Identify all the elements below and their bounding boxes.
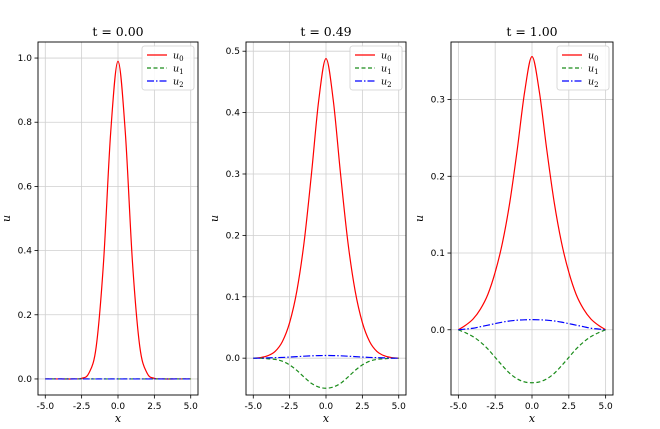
legend-box	[349, 45, 403, 91]
subplot-1: -5.0 -2.5 0.0 2.5 5.0 0.0 0.2 0.4 0.6 0.8 1.0 t = 0…	[0, 24, 199, 425]
subplot-2: -5.0 -2.5 0.0 2.5 5.0 0.0 0.1 0.2 0.3 0.4 0.5 t = 0…	[208, 24, 407, 425]
legend-label-u1: u1	[381, 64, 392, 77]
x-tick-label: 2.5	[147, 402, 161, 412]
x-tick-label: -2.5	[73, 402, 91, 412]
legend-label-u2: u2	[173, 77, 184, 90]
y-tick-label: 0.2	[226, 231, 240, 241]
series-group	[253, 57, 399, 389]
x-tick-label: 5.0	[392, 402, 407, 412]
y-tick-label: 0.2	[18, 311, 32, 321]
x-tick-label: -5.0	[244, 402, 262, 412]
series-group	[458, 55, 606, 384]
series-line-u1	[253, 357, 399, 389]
x-tick-label: 0.0	[111, 402, 126, 412]
y-tick-label: 1.0	[18, 54, 33, 64]
y-axis-label: u	[413, 215, 426, 222]
x-tick-label: -5.0	[36, 402, 54, 412]
legend-label-u2: u2	[381, 77, 392, 90]
y-tick-label: 0.3	[431, 96, 445, 106]
y-tick-label: 0.4	[18, 247, 33, 257]
x-tick-label: -5.0	[450, 402, 468, 412]
x-tick-label: 2.5	[562, 402, 576, 412]
subplot-title: t = 1.00	[506, 24, 557, 39]
legend-label-u2: u2	[588, 77, 599, 90]
x-axis-label: x	[323, 412, 330, 425]
series-line-u0	[253, 57, 399, 359]
y-tick-label: 0.0	[18, 375, 33, 385]
legend-label-u0: u0	[173, 51, 184, 64]
y-tick-label: 0.5	[226, 47, 240, 57]
x-tick-label: 0.0	[525, 402, 540, 412]
y-tick-label: 0.6	[18, 182, 33, 192]
x-tick-label: 2.5	[355, 402, 369, 412]
legend-box	[141, 45, 195, 91]
legend-label-u1: u1	[588, 64, 599, 77]
y-tick-label: 0.0	[431, 326, 446, 336]
subplot-3: -5.0 -2.5 0.0 2.5 5.0 0.0 0.1 0.2 0.3 t = 1.00 x u u…	[413, 24, 614, 425]
legend-label-u1: u1	[173, 64, 184, 77]
y-axis-label: u	[208, 215, 221, 222]
y-tick-label: 0.8	[18, 118, 33, 128]
x-tick-label: 0.0	[319, 402, 334, 412]
legend-box	[556, 45, 610, 91]
y-tick-label: 0.0	[226, 354, 241, 364]
subplot-title: t = 0.00	[92, 24, 143, 39]
y-tick-label: 0.1	[226, 293, 240, 303]
axes-frame	[450, 41, 614, 396]
axes-frame	[37, 41, 199, 396]
legend-label-u0: u0	[588, 51, 599, 64]
x-axis-label: x	[529, 412, 536, 425]
series-line-u1	[458, 329, 606, 384]
axes-frame	[245, 41, 407, 396]
legend-label-u0: u0	[381, 51, 392, 64]
y-axis-label: u	[0, 215, 13, 222]
y-tick-label: 0.4	[226, 109, 241, 119]
series-group	[45, 60, 191, 380]
series-line-u0	[458, 55, 606, 331]
series-line-u0	[45, 60, 191, 380]
x-tick-label: -2.5	[486, 402, 504, 412]
x-tick-label: 5.0	[184, 402, 199, 412]
subplot-title: t = 0.49	[300, 24, 351, 39]
y-tick-label: 0.3	[226, 170, 240, 180]
y-tick-label: 0.2	[431, 172, 445, 182]
y-tick-label: 0.1	[431, 249, 445, 259]
x-tick-label: -2.5	[281, 402, 299, 412]
series-line-u2	[253, 354, 399, 359]
x-tick-label: 5.0	[598, 402, 613, 412]
x-axis-label: x	[115, 412, 122, 425]
